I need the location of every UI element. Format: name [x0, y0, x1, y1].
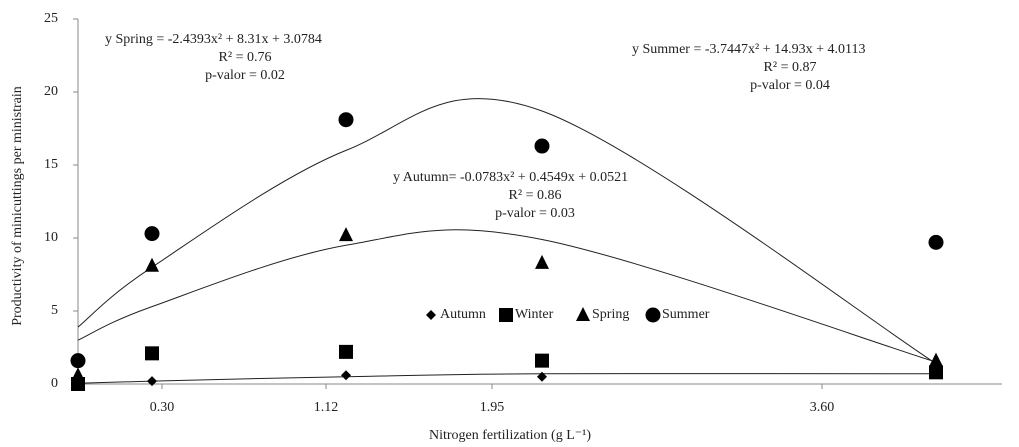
- annotation: p-valor = 0.03: [495, 206, 575, 221]
- marker-triangle: [929, 352, 943, 367]
- marker-diamond: [147, 376, 157, 387]
- marker-circle: [338, 112, 354, 128]
- legend-label: Winter: [515, 307, 554, 322]
- marker-diamond: [537, 371, 547, 382]
- x-axis-label: Nitrogen fertilization (g L⁻¹): [429, 428, 591, 443]
- marker-square: [929, 365, 943, 380]
- marker-square: [339, 344, 353, 359]
- marker-triangle: [71, 367, 85, 382]
- y-tick-label: 15: [44, 157, 58, 172]
- x-tick-label: 3.60: [810, 400, 835, 415]
- legend-marker: [576, 307, 590, 321]
- annotation: y Summer = -3.7447x² + 14.93x + 4.0113: [632, 42, 865, 57]
- marker-triangle: [339, 227, 353, 242]
- marker-circle: [928, 234, 944, 250]
- legend-marker: [426, 310, 436, 320]
- annotation: p-valor = 0.04: [750, 78, 830, 93]
- legend-label: Spring: [592, 307, 629, 322]
- marker-triangle: [535, 254, 549, 269]
- marker-square: [145, 346, 159, 361]
- x-tick-label: 1.12: [314, 400, 339, 415]
- marker-square: [535, 353, 549, 368]
- x-tick-label: 0.30: [150, 400, 175, 415]
- x-tick-label: 1.95: [480, 400, 505, 415]
- y-tick-label: 10: [44, 230, 58, 245]
- y-tick-label: 20: [44, 84, 58, 99]
- marker-circle: [70, 353, 86, 369]
- trend-curve: [77, 97, 937, 364]
- legend-label: Summer: [662, 307, 710, 322]
- y-tick-label: 0: [51, 376, 58, 391]
- trend-curve: [77, 373, 937, 384]
- y-tick-label: 25: [44, 11, 58, 26]
- marker-diamond: [341, 370, 351, 381]
- marker-circle: [534, 138, 550, 154]
- annotation: R² = 0.76: [219, 50, 272, 65]
- y-tick-label: 5: [51, 303, 58, 318]
- annotation: R² = 0.87: [764, 60, 817, 75]
- annotation: p-valor = 0.02: [205, 68, 285, 83]
- legend-marker: [645, 307, 661, 323]
- legend-label: Autumn: [440, 307, 486, 322]
- legend-marker: [499, 308, 513, 322]
- marker-triangle: [145, 257, 159, 272]
- annotation: y Spring = -2.4393x² + 8.31x + 3.0784: [105, 32, 322, 47]
- trend-curve: [77, 229, 937, 363]
- annotation: R² = 0.86: [509, 188, 562, 203]
- marker-circle: [144, 226, 160, 242]
- annotation: y Autumn= -0.0783x² + 0.4549x + 0.0521: [393, 170, 628, 185]
- y-axis-label: Productivity of minicuttings per ministr…: [10, 86, 25, 326]
